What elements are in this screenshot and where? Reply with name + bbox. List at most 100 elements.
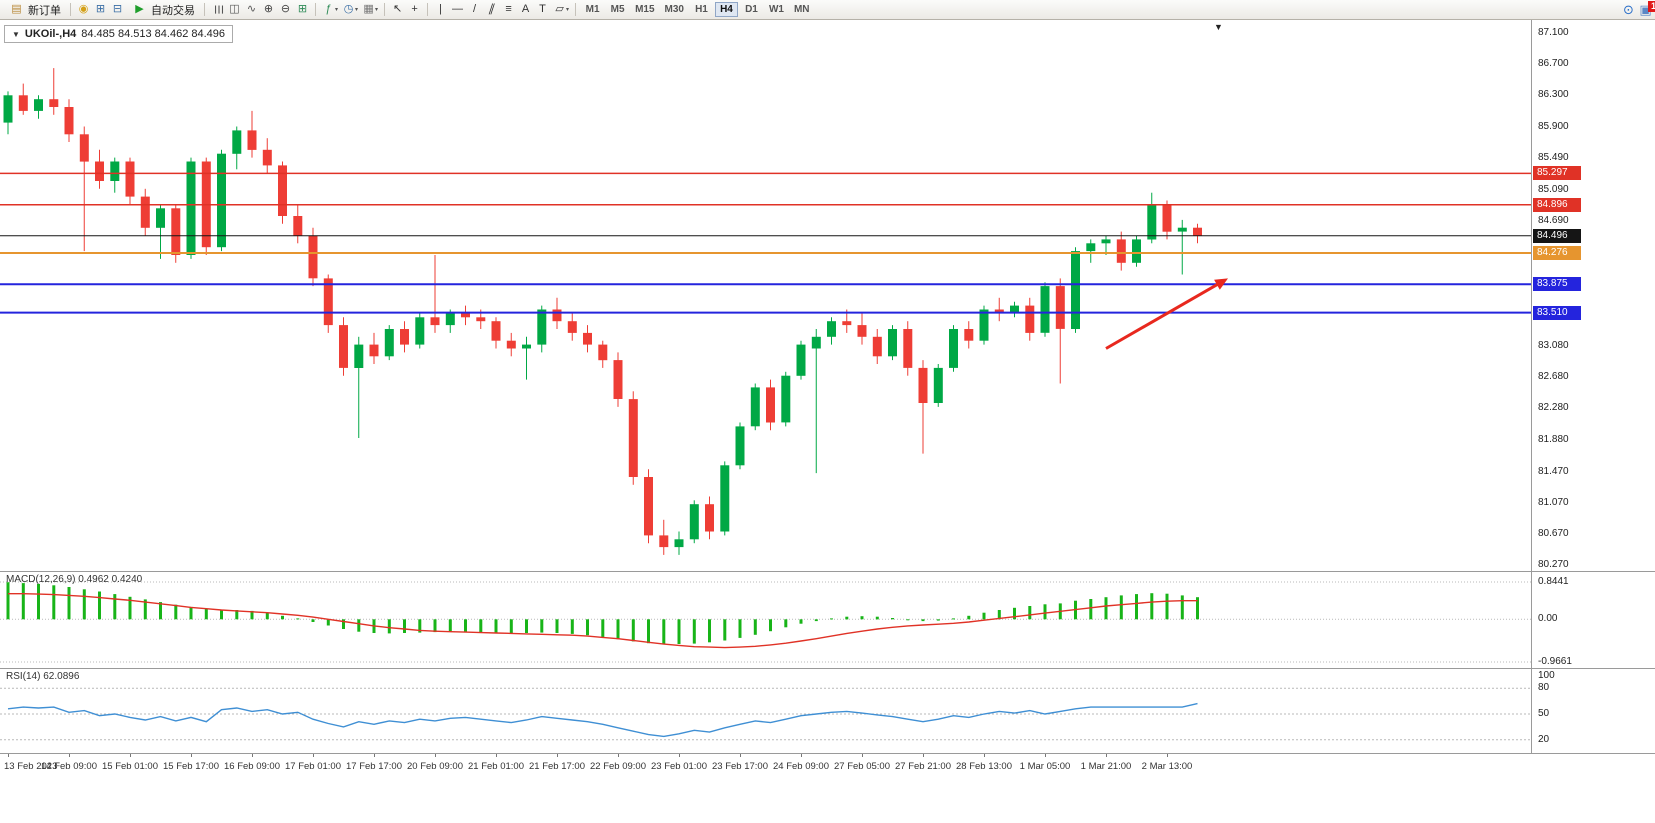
time-axis-label: 1 Mar 21:00 (1080, 761, 1132, 772)
fibonacci-icon[interactable]: ≡ (505, 3, 512, 15)
price-axis-label: 81.470 (1538, 465, 1569, 477)
timeframe-m5-button[interactable]: M5 (606, 2, 629, 17)
templates-icon-dropdown[interactable]: ▾ (375, 7, 379, 13)
rsi-panel[interactable] (0, 669, 1532, 753)
macd-label: MACD(12,26,9) 0.4962 0.4240 (6, 574, 142, 585)
time-tick (374, 754, 375, 757)
axis-separator (0, 753, 1655, 754)
time-axis-label: 14 Feb 09:00 (41, 761, 97, 772)
toolbar-right-icons: ⊙ ▣ 1 (1620, 1, 1655, 17)
time-axis-label: 16 Feb 09:00 (224, 761, 280, 772)
indicators-icon[interactable]: ƒ (325, 3, 332, 15)
bar-chart-icon[interactable]: ☰ (212, 4, 224, 15)
trend-arrow[interactable] (1105, 278, 1228, 350)
time-tick (1045, 754, 1046, 757)
time-tick (618, 754, 619, 757)
trendline-icon[interactable]: / (473, 3, 477, 15)
symbol-period-label: UKOil-,H4 (24, 28, 77, 40)
timeframe-h1-button[interactable]: H1 (690, 2, 713, 17)
collapse-triangle-icon[interactable]: ▼ (12, 29, 20, 39)
periods-icon-dropdown[interactable]: ▾ (355, 7, 359, 13)
timeframe-w1-button[interactable]: W1 (765, 2, 788, 17)
price-axis-label: 84.690 (1538, 214, 1569, 226)
crosshair-icon[interactable]: + (411, 3, 418, 15)
horizontal-line-icon[interactable]: — (452, 3, 464, 15)
time-axis-label: 23 Feb 17:00 (712, 761, 768, 772)
time-axis-label: 13 Feb 2023 (4, 761, 58, 772)
time-tick (496, 754, 497, 757)
time-axis-label: 23 Feb 01:00 (651, 761, 707, 772)
price-level-badge[interactable]: 83.510 (1533, 305, 1581, 320)
macd-panel[interactable] (0, 572, 1532, 668)
time-tick (984, 754, 985, 757)
search-icon[interactable]: ⊙ (1623, 2, 1634, 17)
cursor-icon[interactable]: ↖ (392, 3, 403, 15)
level-lines[interactable] (0, 172, 1532, 314)
timeframe-h4-button[interactable]: H4 (714, 2, 738, 17)
drawing-tools-group: | — / ∥ ≡ A T ▱ ▾ (432, 2, 571, 17)
rsi-axis-label: 80 (1538, 682, 1550, 694)
timeframe-d1-button[interactable]: D1 (740, 2, 763, 17)
zoom-out-icon[interactable]: ⊖ (280, 3, 291, 15)
tile-windows-icon[interactable]: ⊞ (297, 3, 308, 15)
time-axis-label: 17 Feb 17:00 (346, 761, 402, 772)
timeframe-mn-button[interactable]: MN (790, 2, 814, 17)
auto-trading-label: 自动交易 (151, 4, 195, 17)
time-tick (1167, 754, 1168, 757)
rsi-line (7, 702, 1198, 738)
toolbar: ▤ 新订单 ◉ ⊞ ⊟ ▶ 自动交易 ☰ ◫ ∿ ⊕ ⊖ ⊞ ƒ ▾ ◷ ▾ ▦ ▾ ↖ + | — / ∥ ≡ A… (0, 0, 1655, 20)
shapes-icon-dropdown[interactable]: ▾ (566, 7, 570, 13)
price-axis-label: 87.100 (1538, 27, 1569, 38)
label-icon[interactable]: T (539, 3, 546, 15)
vertical-line-icon[interactable]: | (439, 3, 442, 15)
ohlc-values: 84.485 84.513 84.462 84.496 (81, 28, 226, 40)
line-chart-icon[interactable]: ∿ (246, 3, 257, 15)
time-axis-label: 15 Feb 17:00 (163, 761, 219, 772)
timeframes-group: M1 M5 M15 M30 H1 H4 D1 W1 MN (580, 2, 814, 17)
new-order-button[interactable]: ▤ 新订单 (3, 1, 66, 18)
periods-icon[interactable]: ◷ (343, 3, 354, 15)
timeframe-m30-button[interactable]: M30 (661, 2, 688, 17)
time-axis-label: 21 Feb 17:00 (529, 761, 585, 772)
indicators-icon-dropdown[interactable]: ▾ (335, 7, 339, 13)
alerts-icon[interactable]: ◉ (78, 3, 89, 15)
price-axis-label: 81.070 (1538, 496, 1569, 508)
time-tick (313, 754, 314, 757)
price-level-badge[interactable]: 84.496 (1533, 228, 1581, 243)
toolbar-separator (70, 3, 71, 16)
shapes-icon[interactable]: ▱ (555, 3, 564, 15)
price-level-badge[interactable]: 84.276 (1533, 246, 1581, 260)
price-axis[interactable]: 87.100 86.700 86.300 85.900 85.490 85.090 84.6… (1531, 19, 1655, 753)
time-axis-label: 17 Feb 01:00 (285, 761, 341, 772)
text-icon[interactable]: A (521, 3, 530, 15)
auto-trading-icon: ▶ (135, 3, 144, 15)
time-tick (679, 754, 680, 757)
candlestick-chart-icon[interactable]: ◫ (229, 3, 240, 15)
auto-trading-button[interactable]: ▶ 自动交易 (126, 1, 200, 18)
chart-shift-marker-icon[interactable]: ▼ (1214, 22, 1223, 32)
toolbar-separator (427, 3, 429, 16)
time-axis-label: 24 Feb 09:00 (773, 761, 829, 772)
data-window-icon[interactable]: ⊟ (112, 3, 123, 15)
time-tick (130, 754, 131, 757)
templates-icon[interactable]: ▦ (363, 3, 374, 15)
time-axis-label: 27 Feb 21:00 (895, 761, 951, 772)
time-tick (69, 754, 70, 757)
main-price-chart[interactable] (0, 19, 1532, 571)
rsi-axis-label: 50 (1538, 708, 1550, 719)
timeframe-m15-button[interactable]: M15 (631, 2, 658, 17)
panel-separator[interactable] (0, 668, 1655, 669)
toolbar-separator (575, 3, 577, 16)
price-level-badge[interactable]: 83.875 (1533, 277, 1581, 292)
panel-separator[interactable] (0, 571, 1655, 572)
price-level-badge[interactable]: 85.297 (1533, 166, 1581, 181)
zoom-in-icon[interactable]: ⊕ (263, 3, 274, 15)
chart-title[interactable]: ▼ UKOil-,H4 84.485 84.513 84.462 84.496 (4, 25, 234, 43)
price-level-badge[interactable]: 84.896 (1533, 197, 1581, 212)
time-axis[interactable]: 13 Feb 2023 14 Feb 09:00 15 Feb 01:00 15 Fe… (0, 754, 1531, 778)
market-watch-icon[interactable]: ⊞ (95, 3, 106, 15)
timeframe-m1-button[interactable]: M1 (581, 2, 604, 17)
time-tick (862, 754, 863, 757)
time-tick (740, 754, 741, 757)
macd-name: MACD(12,26,9) (6, 574, 76, 585)
